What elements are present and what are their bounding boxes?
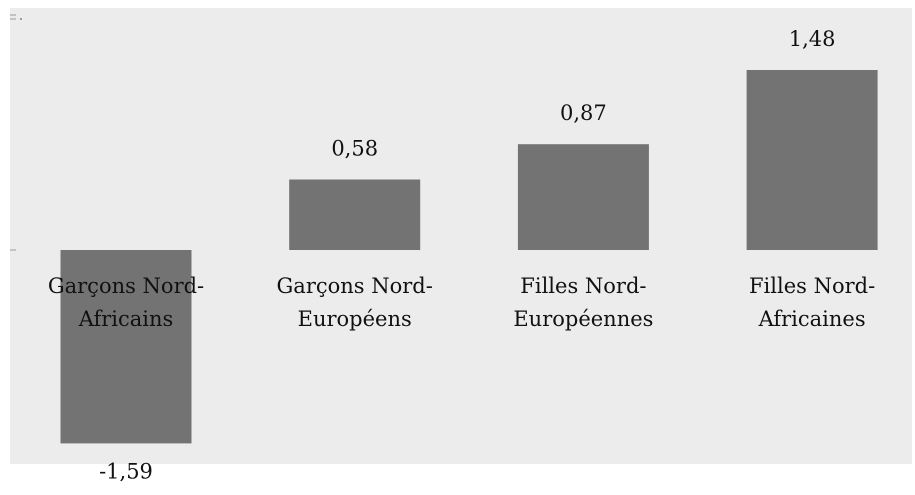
value-label-1: -1,59 xyxy=(99,459,153,483)
labels-layer: -1,59 Garçons Nord-Africains 0,58 Garçons N… xyxy=(48,27,875,483)
category-label-2: Garçons Nord-Européens xyxy=(277,274,433,331)
bar-3 xyxy=(517,144,649,250)
value-label-3: 0,87 xyxy=(560,101,607,125)
bar-1 xyxy=(60,250,192,444)
axis-tick-dot xyxy=(20,18,22,20)
category-label-3: Filles Nord-Européennes xyxy=(513,274,653,331)
value-label-2: 0,58 xyxy=(331,137,378,161)
value-label-4: 1,48 xyxy=(789,27,836,51)
bar-4 xyxy=(746,70,878,250)
category-label-1: Garçons Nord-Africains xyxy=(48,274,204,331)
bar-2 xyxy=(289,179,421,250)
category-label-4: Filles Nord-Africaines xyxy=(749,274,875,331)
bars-layer xyxy=(60,70,878,444)
